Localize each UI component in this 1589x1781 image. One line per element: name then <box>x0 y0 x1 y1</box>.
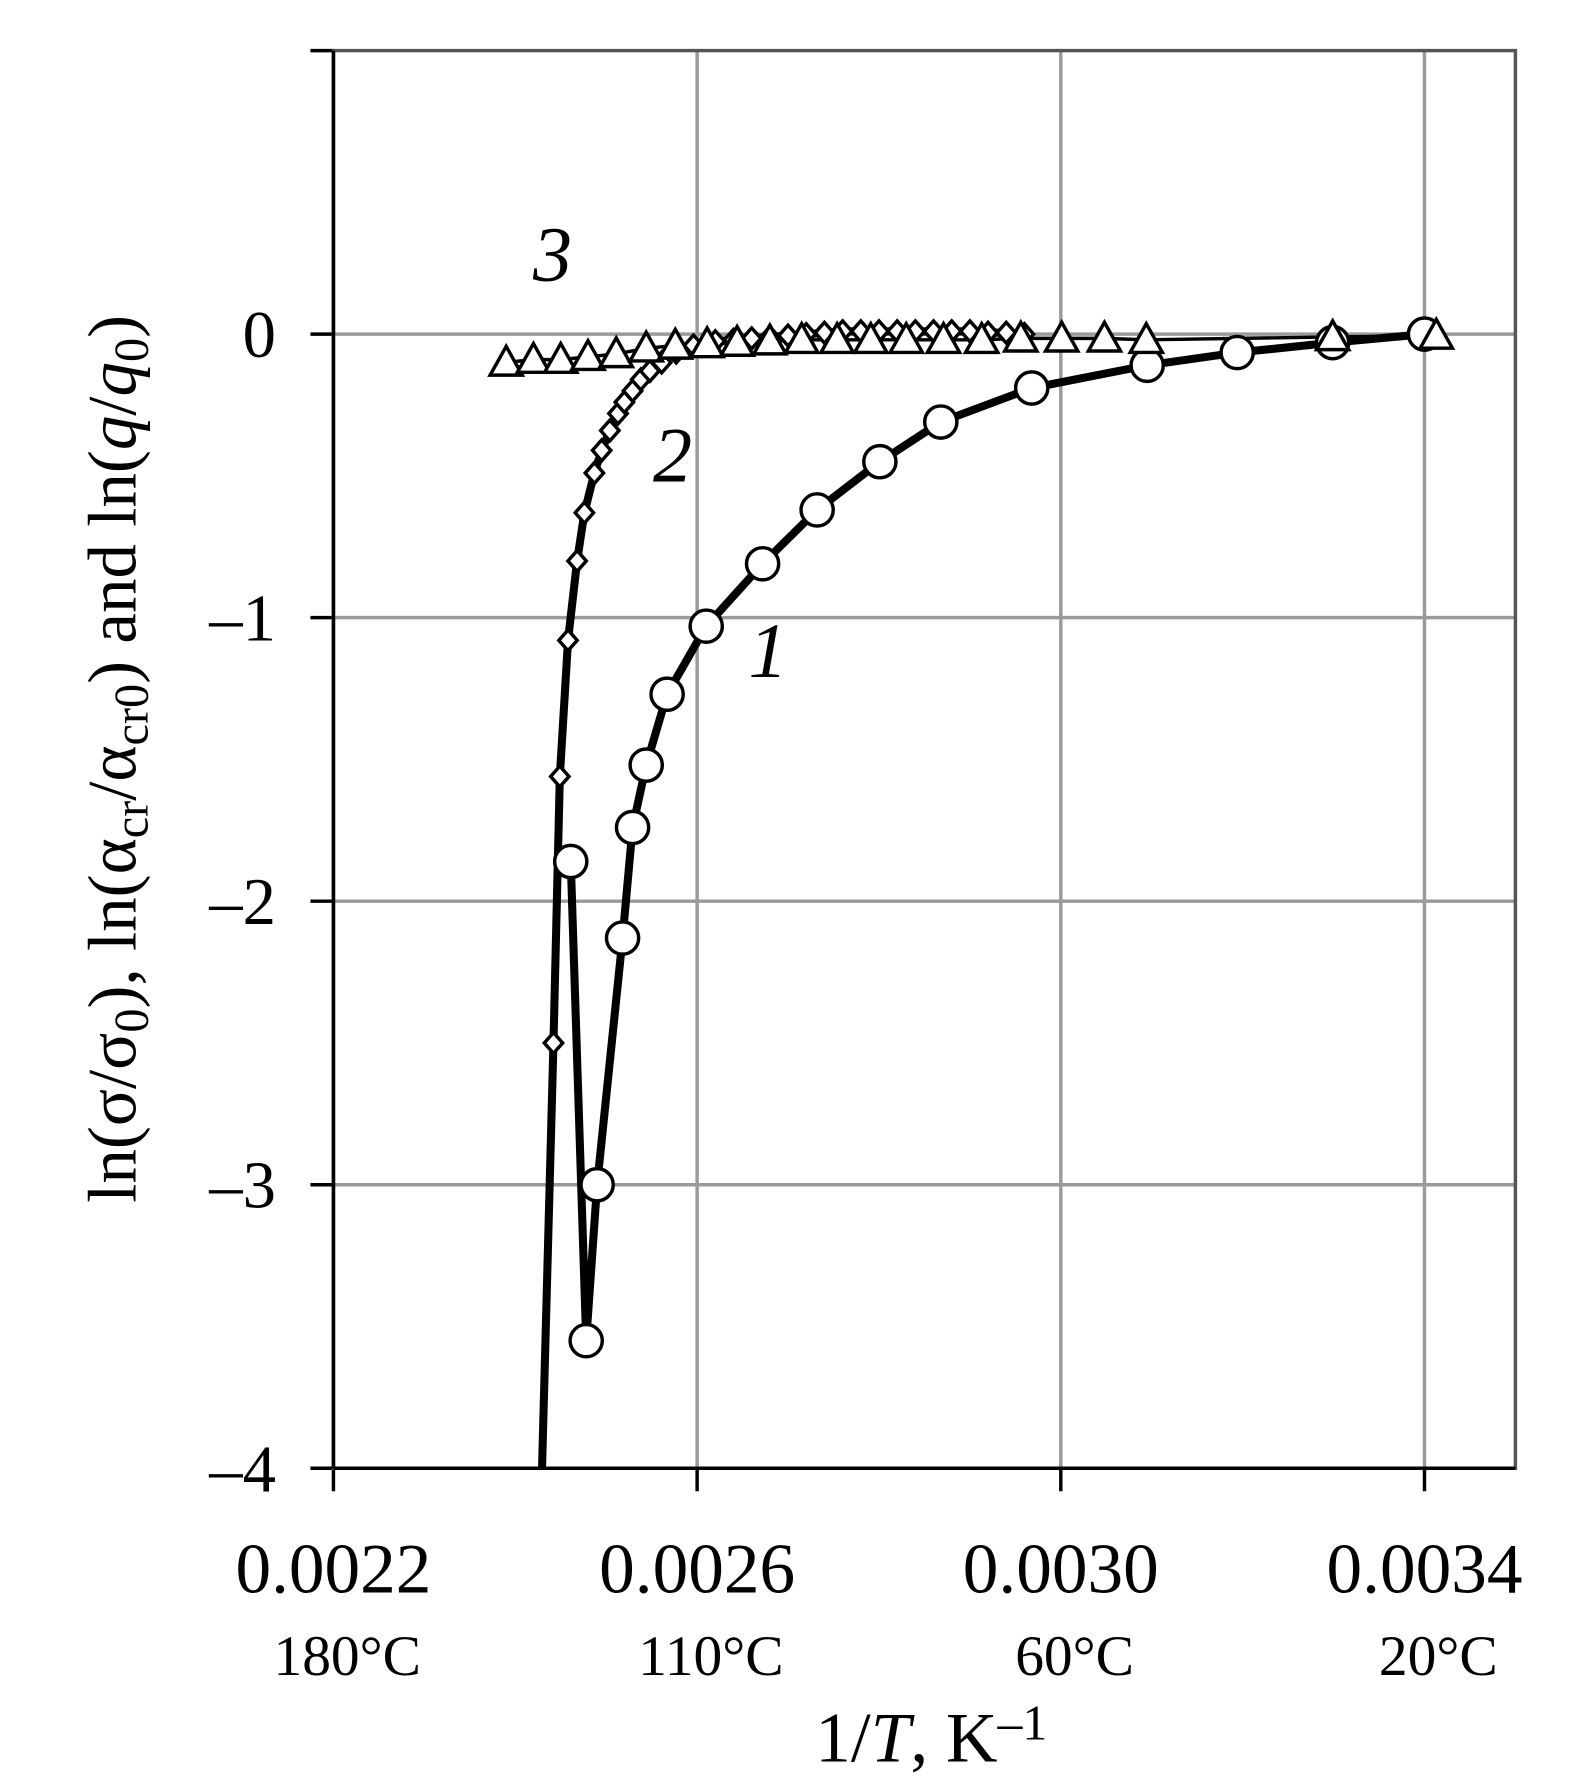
x-tick-label: 0.0022 <box>235 1529 431 1608</box>
triangle-marker <box>1001 318 1040 353</box>
triangle-marker <box>656 325 695 360</box>
label-part: , K <box>910 1698 997 1777</box>
triangle-marker <box>487 342 526 377</box>
y-tick-label: –3 <box>208 1150 276 1223</box>
diamond-marker <box>590 437 614 464</box>
triangle-marker <box>851 320 890 355</box>
circle-marker <box>568 1322 605 1359</box>
label-part: q <box>75 416 151 450</box>
y-tick-label: 0 <box>243 299 276 372</box>
triangle-marker <box>1127 320 1166 355</box>
curve-label: 2 <box>653 412 692 499</box>
label-part: /α <box>75 745 151 800</box>
diamond-marker <box>572 499 596 526</box>
curve-label: 1 <box>748 607 787 694</box>
triangle-marker <box>750 321 789 356</box>
label-part: ln(σ/σ <box>75 1033 151 1203</box>
plot-area <box>487 315 1456 1493</box>
triangle-marker <box>718 323 757 358</box>
circle-marker <box>688 608 725 644</box>
triangle-marker <box>1085 318 1124 353</box>
diamond-marker <box>582 460 606 487</box>
circle-marker <box>799 492 835 528</box>
circle-marker <box>862 443 898 480</box>
circle-marker <box>649 676 685 713</box>
triangle-marker <box>1417 315 1456 350</box>
temperature-label: 110°C <box>638 1625 783 1688</box>
temperature-label: 60°C <box>1015 1625 1134 1688</box>
label-part: 1/ <box>815 1698 871 1777</box>
curve-label: 3 <box>532 210 572 297</box>
y-tick-label: –4 <box>208 1433 276 1506</box>
diamond-marker <box>532 1472 550 1493</box>
triangle-marker <box>962 320 1001 355</box>
triangle-marker <box>541 340 580 375</box>
circle-marker <box>614 809 651 846</box>
label-part: T <box>871 1698 915 1777</box>
plot-frame <box>331 48 1518 1470</box>
label-part: / <box>75 396 151 416</box>
x-tick-label: 0.0026 <box>599 1529 795 1608</box>
triangle-marker <box>514 340 553 375</box>
diamond-marker <box>556 627 580 654</box>
x-tick-label: 0.0030 <box>963 1529 1159 1608</box>
x-tick-label: 0.0034 <box>1326 1529 1522 1608</box>
y-axis-label: ln(σ/σ0), ln(αcr/αcr0) and ln(q/q0) <box>75 315 159 1203</box>
diamond-marker <box>598 417 622 444</box>
label-part: ) and ln( <box>75 450 151 684</box>
triangle-marker <box>818 320 857 355</box>
series-line <box>538 327 1025 1469</box>
circle-marker <box>552 843 589 880</box>
triangle-marker <box>1042 318 1081 353</box>
label-part: cr0 <box>106 684 159 746</box>
circle-marker <box>1013 370 1050 406</box>
label-part: ) <box>75 315 151 338</box>
temperature-label: 180°C <box>273 1625 421 1688</box>
y-tick-label: –1 <box>208 583 276 656</box>
label-part: ), ln(α <box>75 838 151 1008</box>
triangle-marker <box>924 320 963 355</box>
triangle-marker <box>627 328 666 363</box>
label-part: q <box>75 362 151 396</box>
y-tick-label: –2 <box>208 866 276 939</box>
circle-marker <box>922 404 959 440</box>
circle-marker <box>744 545 781 582</box>
diamond-marker <box>565 548 589 574</box>
circle-marker <box>604 920 641 956</box>
diamond-marker <box>541 1030 565 1056</box>
label-part: 0 <box>106 338 159 362</box>
triangle-marker <box>688 324 727 359</box>
circle-marker <box>1219 334 1256 371</box>
x-axis-label: 1/T, K–1 <box>815 1695 1047 1778</box>
triangle-marker <box>568 337 608 372</box>
diamond-marker <box>548 763 572 790</box>
temperature-label: 20°C <box>1379 1625 1498 1688</box>
label-part: –1 <box>996 1695 1047 1750</box>
triangle-marker <box>597 334 636 369</box>
label-part: cr <box>106 801 159 839</box>
label-part: 0 <box>106 1008 159 1032</box>
triangle-marker <box>887 320 926 355</box>
circle-marker <box>579 1166 615 1203</box>
circle-marker <box>628 747 665 783</box>
triangle-marker <box>1313 317 1352 352</box>
triangle-marker <box>782 320 821 355</box>
